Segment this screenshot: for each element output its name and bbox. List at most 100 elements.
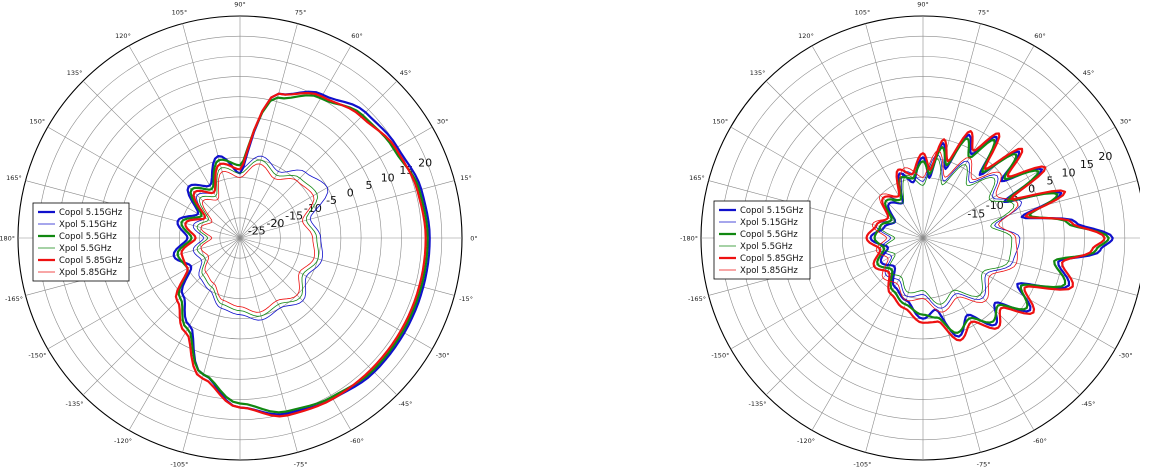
radial-tick-label: -10 [986,199,1004,212]
angle-tick-label: 30° [437,118,449,126]
angle-tick-label: -165° [5,295,23,303]
legend-entry: Xpol 5.5GHz [740,242,793,252]
legend-entry: Copol 5.85GHz [740,254,804,264]
grid-spoke [765,237,924,396]
radial-tick-label: 10 [1061,166,1075,179]
angle-tick-label: 135° [67,69,83,77]
grid-spoke [82,237,241,396]
angle-tick-label: 0° [470,235,477,243]
grid-spoke [922,45,1035,239]
grid-spoke [239,237,352,431]
grid-spoke [922,237,981,453]
radial-tick-label: -25 [248,224,266,237]
angle-tick-label: -60° [350,437,364,445]
angle-tick-label: 165° [6,174,22,182]
series-line-copol-5-15ghz [172,90,431,416]
polar-chart-right: 0°15°30°45°60°75°90°105°120°135°150°165°… [580,0,1140,469]
angle-tick-label: 90° [917,1,929,9]
angle-tick-label: -150° [711,352,729,360]
legend-entry: Xpol 5.85GHz [740,266,798,276]
series-line-copol-5-5ghz [176,94,429,414]
angle-tick-label: -45° [1082,400,1096,408]
legend-entry: Copol 5.15GHz [59,208,123,218]
legend-entry: Xpol 5.5GHz [59,244,112,254]
angle-tick-label: 30° [1120,118,1132,126]
polar-chart-right-svg: 0°15°30°45°60°75°90°105°120°135°150°165°… [680,1,1140,469]
series-line-xpol-5-15ghz [875,154,1022,309]
legend-entry: Xpol 5.85GHz [59,268,117,278]
angle-tick-label: -30° [1119,352,1133,360]
grid-spoke [811,237,924,431]
angle-tick-label: -120° [114,437,132,445]
grid-spoke [922,237,1116,350]
radial-tick-label: -15 [967,207,985,220]
radial-tick-label: 10 [381,172,395,185]
series-line-copol-5-5ghz [873,137,1110,334]
grid-spoke [128,237,241,431]
angle-tick-label: 60° [351,32,363,40]
grid-spoke [25,180,241,239]
angle-tick-label: 90° [234,1,246,9]
radial-tick-label: 0 [347,187,354,200]
radial-tick-label: 20 [1098,150,1112,163]
series-line-copol-5-85ghz [865,130,1106,342]
series-line-xpol-5-15ghz [192,155,329,321]
grid-spoke [239,45,352,239]
series-line-xpol-5-85ghz [200,163,315,313]
angle-tick-label: -75° [977,461,991,469]
angle-tick-label: -105° [170,461,188,469]
angle-tick-label: -180° [0,235,15,243]
grid-spoke [922,23,981,239]
angle-tick-label: -30° [436,352,450,360]
legend-entry: Copol 5.15GHz [740,206,804,216]
series-line-xpol-5-5ghz [196,159,319,317]
grid-spoke [730,237,924,350]
angle-tick-label: -45° [399,400,413,408]
grid-spoke [708,180,924,239]
grid-spoke [922,237,1138,296]
grid-spoke [82,80,241,239]
angle-tick-label: -165° [688,295,706,303]
series-group [172,90,431,418]
angle-tick-label: 135° [750,69,766,77]
radial-tick-label: 5 [365,179,372,192]
legend-entry: Copol 5.5GHz [59,232,117,242]
angle-tick-label: 15° [460,174,472,182]
angle-tick-label: 105° [172,8,188,16]
polar-chart-left: 0° 15° 30° 45° 60° 75° 90° 105° 120° 135° 150° 165°… [0,0,560,469]
legend-box [713,200,811,280]
angle-tick-label: -180° [680,235,698,243]
grid-spoke [47,237,241,350]
angle-tick-label: 165° [689,174,705,182]
grid-spoke [239,23,298,239]
grid-spoke [922,180,1138,239]
polar-chart-left-svg: 0° 15° 30° 45° 60° 75° 90° 105° 120° 135° 150° 165°… [0,1,478,469]
legend-entry: Xpol 5.15GHz [59,220,117,230]
series-line-xpol-5-85ghz [871,150,1019,313]
radial-tick-label: -20 [266,217,284,230]
grid-spoke [182,237,241,453]
angle-tick-label: 75° [978,8,990,16]
radial-tick-label: -5 [326,194,337,207]
angle-tick-label: 150° [713,118,729,126]
radial-tick-label: 0 [1028,183,1035,196]
grid-spoke [811,45,924,239]
grid-spoke [239,237,298,453]
angle-tick-label: 75° [295,8,307,16]
series-line-copol-5-85ghz [174,91,427,418]
angle-tick-label: 150° [30,118,46,126]
angle-tick-label: -105° [853,461,871,469]
radial-tick-label: 15 [1080,158,1094,171]
angle-tick-label: -150° [28,352,46,360]
series-line-xpol-5-5ghz [879,158,1015,305]
angle-tick-label: 105° [855,8,871,16]
angle-tick-label: -15° [459,295,473,303]
grid-spoke [865,23,924,239]
legend-entry: Xpol 5.15GHz [740,218,798,228]
angle-tick-label: -75° [294,461,308,469]
legend-entry: Copol 5.85GHz [59,256,123,266]
polar-grid [17,15,463,461]
angle-tick-label: 60° [1034,32,1046,40]
grid-spoke [25,237,241,296]
grid-spoke [765,80,924,239]
